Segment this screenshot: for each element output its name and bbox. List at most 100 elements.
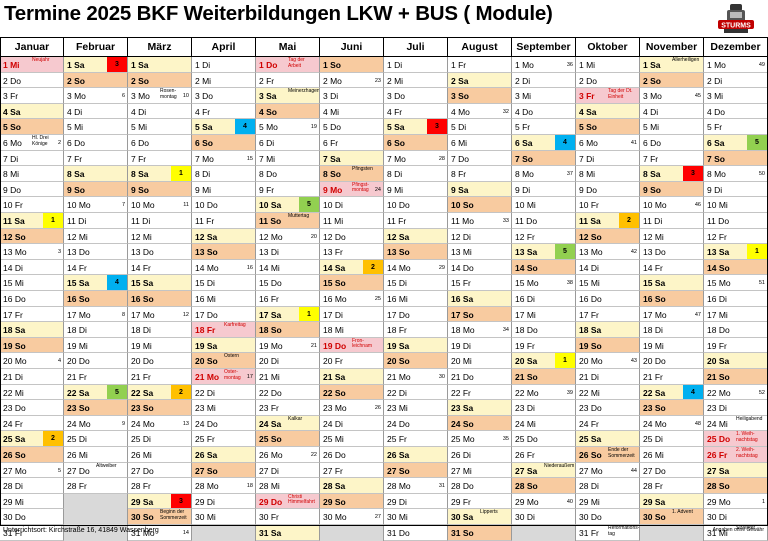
day-note: Kalkar bbox=[288, 415, 303, 422]
day-label: 28 Di bbox=[3, 481, 23, 492]
day-label: 22 Fr bbox=[451, 387, 471, 398]
day-label: 23 Di bbox=[515, 403, 535, 414]
day-label: 17 Fr bbox=[579, 309, 599, 320]
day-cell: 25 Sa bbox=[576, 431, 640, 447]
day-label: 27 Do bbox=[643, 465, 666, 476]
day-label: 15 Di bbox=[195, 278, 215, 289]
day-cell: 15 Mo 51 bbox=[704, 275, 768, 291]
day-cell: 31 Sa bbox=[256, 525, 320, 541]
day-cell: 5 Fr bbox=[704, 119, 768, 135]
day-label: 9 Di bbox=[515, 184, 531, 195]
day-cell: 28 Di bbox=[576, 478, 640, 494]
day-label: 16 Di bbox=[707, 294, 727, 304]
day-label: 7 Do bbox=[451, 153, 469, 164]
day-cell: 14 So bbox=[512, 259, 576, 276]
day-label: 6 So bbox=[387, 138, 405, 148]
day-label: 20 Do bbox=[131, 356, 154, 367]
day-label: 24 Fr bbox=[3, 418, 23, 429]
day-label: 4 Di bbox=[67, 106, 83, 117]
day-label: 12 Do bbox=[323, 231, 346, 242]
day-label: 20 Mo bbox=[3, 356, 27, 367]
day-cell: 30 Do bbox=[0, 509, 64, 525]
day-cell: 26 Mi bbox=[640, 447, 704, 463]
day-label: 30 Fr bbox=[259, 512, 279, 523]
day-cell: 24 Mi bbox=[512, 415, 576, 432]
day-label: 24 Mi bbox=[515, 418, 536, 429]
day-cell: 10 Mo 46 bbox=[640, 197, 704, 213]
day-note: Pfingst-montag bbox=[352, 181, 369, 194]
day-cell: 13 Do bbox=[64, 244, 128, 260]
day-cell: 17 Do bbox=[384, 306, 448, 323]
day-label: 12 Di bbox=[451, 231, 471, 242]
day-cell: 28 So bbox=[704, 478, 768, 494]
day-label: 4 Sa bbox=[3, 106, 21, 117]
day-label: 12 Mo bbox=[259, 231, 283, 242]
week-number: 36 bbox=[566, 62, 573, 68]
empty-cell bbox=[64, 493, 128, 510]
day-label: 14 Di bbox=[3, 262, 23, 273]
day-note: Tag der Arbeit bbox=[288, 57, 305, 69]
day-label: 25 Di bbox=[131, 434, 151, 445]
day-label: 22 Sa bbox=[643, 387, 666, 398]
day-cell: 11 Sa 1 bbox=[0, 213, 64, 229]
empty-cell bbox=[640, 525, 704, 541]
day-cell: 17 Di bbox=[320, 306, 384, 323]
day-label: 24 Mo bbox=[131, 418, 155, 429]
day-label: 19 Mi bbox=[67, 340, 88, 351]
day-label: 3 Di bbox=[323, 91, 339, 102]
week-number: 3 bbox=[57, 249, 61, 256]
day-cell: 26 Mo 22 bbox=[256, 447, 320, 463]
day-label: 14 Mo bbox=[387, 262, 411, 273]
day-cell: 12 Mi bbox=[128, 228, 192, 245]
month-header: Juli bbox=[384, 37, 448, 57]
day-label: 27 Mi bbox=[451, 465, 472, 476]
day-cell: 20 Do bbox=[128, 353, 192, 369]
month-header: Oktober bbox=[576, 37, 640, 57]
day-label: 21 Di bbox=[3, 372, 23, 382]
day-cell: 10 Di bbox=[320, 197, 384, 213]
day-label: 30 Do bbox=[579, 512, 602, 523]
day-cell: 25 Do 1. Weih-nachtstag bbox=[704, 431, 768, 447]
day-cell: 29 Mi bbox=[0, 493, 64, 510]
day-label: 14 So bbox=[707, 262, 730, 273]
day-label: 26 So bbox=[3, 450, 26, 460]
day-label: 8 Fr bbox=[451, 169, 467, 180]
day-label: 9 Mi bbox=[195, 184, 212, 195]
day-label: 28 Mo bbox=[195, 481, 219, 492]
day-cell: 20 Sa 1 bbox=[512, 353, 576, 369]
day-cell: 19 Sa bbox=[384, 337, 448, 354]
day-cell: 8 Sa 1 bbox=[128, 166, 192, 182]
day-label: 8 Di bbox=[195, 169, 211, 180]
day-label: 10 Mi bbox=[707, 200, 728, 211]
day-label: 12 Mi bbox=[131, 231, 152, 242]
module-marker: 4 bbox=[683, 384, 703, 400]
day-label: 23 So bbox=[643, 403, 666, 414]
day-cell: 5 Do bbox=[320, 119, 384, 135]
module-marker: 4 bbox=[107, 275, 127, 290]
day-cell: 21 Do bbox=[448, 369, 512, 385]
day-label: 2 Sa bbox=[451, 75, 469, 86]
footer-location: Unterrichtsort: Kirchstraße 16, 41849 Wa… bbox=[3, 527, 159, 534]
day-label: 22 Di bbox=[195, 387, 215, 398]
day-cell: 24 So bbox=[448, 415, 512, 432]
day-label: 13 Mo bbox=[3, 247, 27, 258]
week-number: 46 bbox=[694, 202, 701, 209]
day-label: 20 Fr bbox=[323, 356, 343, 367]
module-marker: 3 bbox=[683, 166, 703, 181]
day-label: 21 So bbox=[707, 372, 730, 382]
day-cell: 21 Fr bbox=[640, 369, 704, 385]
day-cell: 14 Do bbox=[448, 259, 512, 276]
day-label: 31 Mi bbox=[707, 528, 728, 538]
day-cell: 18 Mo 34 bbox=[448, 322, 512, 338]
day-cell: 26 Mi bbox=[128, 447, 192, 463]
day-label: 11 Di bbox=[67, 216, 87, 226]
day-cell: 1 Di bbox=[192, 57, 256, 73]
module-marker: 2 bbox=[619, 213, 639, 228]
day-cell: 1 Mo 49 bbox=[704, 57, 768, 73]
day-label: 6 Do bbox=[131, 138, 149, 148]
day-cell: 2 Do bbox=[0, 72, 64, 89]
week-number: 22 bbox=[310, 452, 317, 458]
day-cell: 11 Fr bbox=[384, 213, 448, 229]
day-cell: 8 So Pfingsten bbox=[320, 166, 384, 182]
day-label: 27 So bbox=[195, 465, 218, 476]
